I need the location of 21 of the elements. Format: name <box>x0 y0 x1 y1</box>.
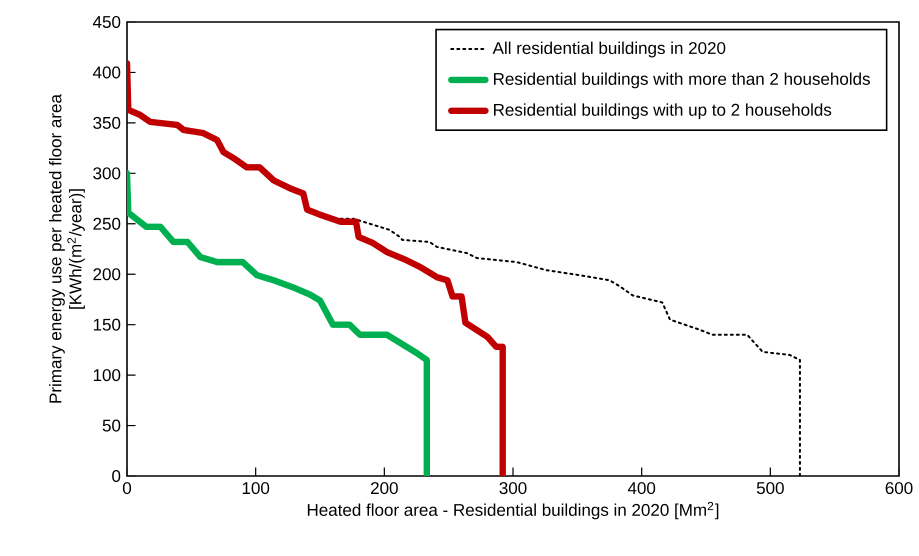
y-tick-label: 450 <box>92 16 120 28</box>
x-tick-label: 500 <box>756 482 784 494</box>
y-tick-label: 0 <box>112 470 120 482</box>
y-tick-label: 200 <box>93 268 120 280</box>
y-tick-label: 100 <box>94 369 120 382</box>
x-tick-label: 200 <box>371 482 398 494</box>
y-tick-label: 350 <box>93 116 120 129</box>
y-tick-label: 250 <box>93 218 120 230</box>
y-tick-label: 150 <box>94 318 120 331</box>
y-tick-label: 50 <box>102 420 120 432</box>
x-tick-label: 400 <box>628 482 656 494</box>
x-axis-title: Heated floor area - Residential buildings in 2020 [Mm$^{2}$] <box>308 502 718 520</box>
x-tick-label: 100 <box>242 482 270 494</box>
x-tick-label: 600 <box>886 482 913 494</box>
x-tick-label: 0 <box>122 482 132 494</box>
legend-label: All residential buildings in 2020 <box>492 42 726 58</box>
x-tick-label: 300 <box>499 482 527 494</box>
legend-label: Residential buildings with up to 2 households <box>494 103 832 120</box>
y-tick-label: 300 <box>93 167 120 180</box>
y-tick-label: 400 <box>92 66 120 78</box>
legend-label: Residential buildings with more than 2 households <box>494 72 870 88</box>
